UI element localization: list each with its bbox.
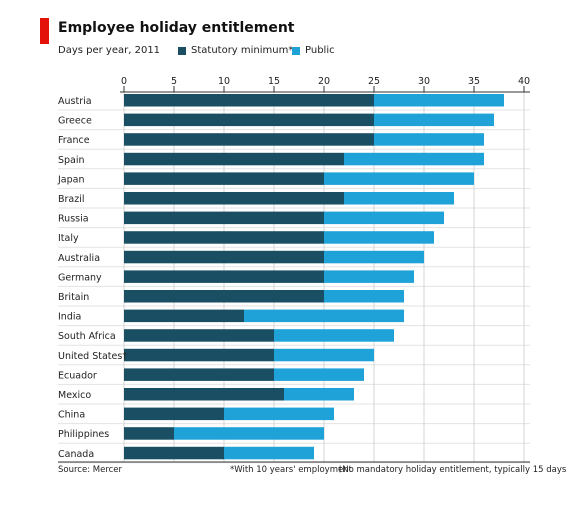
category-label: Britain [58,292,89,303]
bar-statutory [124,133,374,146]
x-tick-label: 25 [368,76,380,87]
category-label: China [58,410,85,421]
bar-public [324,250,424,264]
bar-statutory [124,348,274,362]
bar-statutory [124,94,374,107]
bar-public [324,231,434,244]
bar-public [244,309,404,323]
bar-statutory [124,446,224,460]
source-note: Source: Mercer [58,465,123,475]
bar-statutory [124,290,324,303]
chart-title: Employee holiday entitlement [58,20,295,36]
category-label: Philippines [58,429,109,440]
chart-subtitle: Days per year, 2011 [58,45,161,56]
category-label: Canada [58,449,94,460]
bar-statutory [124,407,224,421]
category-label: South Africa [58,331,116,342]
category-label: Austria [58,96,92,107]
category-label: Australia [58,253,100,264]
bar-statutory [124,172,324,185]
bar-statutory [124,368,274,381]
bar-public [174,427,324,440]
bar-public [374,133,484,146]
x-tick-label: 40 [518,76,530,87]
category-label: Spain [58,155,85,166]
category-label: Greece [58,116,92,127]
x-tick-label: 30 [418,76,430,87]
bar-statutory [124,388,284,401]
bar-public [324,290,404,303]
bar-public [374,94,504,107]
bar-public [224,407,334,421]
x-tick-label: 0 [121,76,127,87]
bar-statutory [124,192,344,205]
bar-statutory [124,309,244,323]
bar-public [324,172,474,185]
legend-label-statutory: Statutory minimum* [191,45,294,56]
bar-statutory [124,329,274,342]
bar-public [274,329,394,342]
legend-item-statutory: Statutory minimum* [178,45,293,56]
bar-statutory [124,113,374,127]
category-label: Mexico [58,390,91,401]
bar-statutory [124,211,324,225]
x-tick-label: 20 [318,76,330,87]
bar-public [344,192,454,205]
category-label: Brazil [58,194,85,205]
footnote-statutory: *With 10 years' employment [230,465,352,475]
x-tick-label: 35 [468,76,480,87]
x-tick-label: 15 [268,76,280,87]
x-tick-label: 5 [171,76,177,87]
bar-statutory [124,231,324,244]
category-label: Germany [58,272,102,283]
brand-flag [40,18,49,44]
legend-item-public: Public [292,45,335,56]
bar-public [324,211,444,225]
footnote-us: †No mandatory holiday entitlement, typic… [338,465,567,475]
category-label: France [58,135,90,146]
bar-statutory [124,427,174,440]
bar-statutory [124,250,324,264]
category-label: United States† [58,351,127,362]
bar-public [374,113,494,127]
bar-statutory [124,270,324,283]
legend-label-public: Public [305,45,335,56]
category-label: Ecuador [58,370,97,381]
category-label: Italy [58,233,79,244]
bar-public [324,270,414,283]
category-label: India [58,312,81,323]
bar-public [224,446,314,460]
legend-swatch-public [292,46,300,55]
bar-public [284,388,354,401]
bar-public [344,152,484,166]
legend-swatch-statutory [178,46,186,55]
category-label: Russia [58,214,89,225]
bar-public [274,368,364,381]
bar-public [274,348,374,362]
bar-statutory [124,152,344,166]
x-tick-label: 10 [218,76,230,87]
category-label: Japan [57,174,85,185]
